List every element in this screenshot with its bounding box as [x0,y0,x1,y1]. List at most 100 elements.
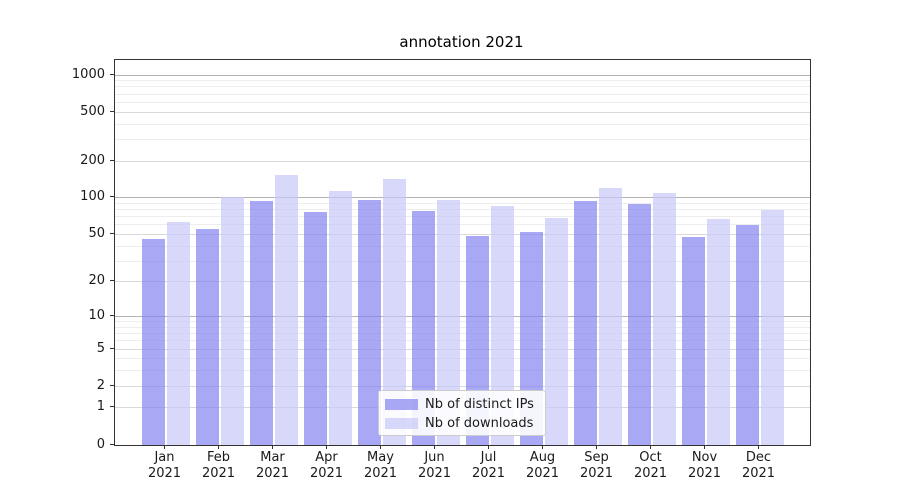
y-tick-label-50: 50 [88,225,105,241]
gridline-2 [115,385,810,387]
bar-ips-sep [573,200,597,445]
y-tick-label-100: 100 [80,189,105,205]
bar-downloads-jul [490,205,514,445]
x-tick-label-jun: Jun 2021 [417,450,452,481]
bar-ips-apr [303,212,327,445]
x-tick-label-aug: Aug 2021 [525,450,560,481]
legend-swatch-downloads-icon [385,418,418,429]
x-tick-mark-dec [758,445,759,449]
bar-ips-dec [735,224,759,445]
y-tick-label-0: 0 [96,436,105,452]
y-tick-label-5: 5 [96,340,105,356]
bar-downloads-nov [706,219,730,445]
x-tick-mark-jul [488,445,489,449]
gridline-minor-900 [115,80,810,82]
gridline-minor-80 [115,209,810,211]
y-tick-label-10: 10 [88,308,105,324]
x-tick-mark-nov [704,445,705,449]
bar-downloads-oct [652,192,676,445]
x-tick-mark-mar [272,445,273,449]
bar-downloads-jan [166,222,190,445]
gridline-major-100 [115,197,810,199]
x-tick-label-may: May 2021 [363,450,398,481]
y-tick-mark-0 [110,443,114,445]
bar-ips-oct [627,203,651,445]
x-tick-mark-may [380,445,381,449]
gridline-minor-300 [115,138,810,140]
bar-ips-nov [681,236,705,445]
y-tick-label-20: 20 [88,273,105,289]
gridline-minor-30 [115,260,810,262]
y-tick-label-1: 1 [96,399,105,415]
y-tick-mark-5 [110,347,114,349]
x-tick-mark-feb [218,445,219,449]
bar-downloads-apr [328,191,352,445]
gridline-minor-90 [115,202,810,204]
x-tick-mark-jun [434,445,435,449]
y-tick-mark-20 [110,280,114,282]
y-tick-mark-500 [110,110,114,112]
gridline-5 [115,348,810,350]
y-tick-mark-10 [110,315,114,317]
gridline-minor-6 [115,340,810,342]
gridline-minor-7 [115,333,810,335]
gridline-minor-9 [115,321,810,323]
gridline-major-1000 [115,74,810,76]
x-tick-mark-jan [164,445,165,449]
bar-downloads-dec [760,209,784,445]
y-tick-mark-100 [110,196,114,198]
gridline-minor-3 [115,370,810,372]
gridline-minor-600 [115,101,810,103]
x-tick-label-feb: Feb 2021 [201,450,236,481]
bar-ips-jan [141,238,165,445]
legend: Nb of distinct IPs Nb of downloads [378,390,546,436]
x-tick-mark-aug [542,445,543,449]
gridline-20 [115,281,810,283]
gridline-minor-60 [115,224,810,226]
bar-ips-jun [411,211,435,445]
x-tick-label-oct: Oct 2021 [633,450,668,481]
gridline-minor-4 [115,358,810,360]
y-tick-mark-1 [110,406,114,408]
bar-downloads-jun [436,200,460,445]
x-tick-mark-sep [596,445,597,449]
gridline-minor-8 [115,326,810,328]
legend-row-downloads: Nb of downloads [385,414,545,433]
gridline-minor-40 [115,245,810,247]
x-tick-mark-oct [650,445,651,449]
x-tick-label-dec: Dec 2021 [741,450,776,481]
bar-downloads-aug [544,218,568,445]
x-tick-label-mar: Mar 2021 [255,450,290,481]
gridline-minor-800 [115,86,810,88]
x-tick-label-sep: Sep 2021 [579,450,614,481]
bar-downloads-mar [274,175,298,445]
bar-downloads-sep [598,188,622,445]
x-tick-label-jan: Jan 2021 [147,450,182,481]
y-tick-mark-50 [110,232,114,234]
y-tick-label-500: 500 [80,103,105,119]
legend-label-ips: Nb of distinct IPs [425,397,534,412]
gridline-200 [115,160,810,162]
x-tick-mark-apr [326,445,327,449]
x-tick-label-nov: Nov 2021 [687,450,722,481]
x-tick-label-apr: Apr 2021 [309,450,344,481]
chart-title: annotation 2021 [399,33,524,51]
bar-downloads-may [382,179,406,445]
gridline-minor-400 [115,123,810,125]
gridline-major-10 [115,316,810,318]
y-tick-mark-2 [110,384,114,386]
y-tick-label-2: 2 [96,377,105,393]
gridline-50 [115,233,810,235]
y-tick-label-1000: 1000 [71,66,105,82]
gridline-minor-70 [115,216,810,218]
bar-ips-mar [249,200,273,445]
bar-ips-may [357,199,381,445]
bar-downloads-feb [220,197,244,445]
y-tick-label-200: 200 [80,152,105,168]
legend-swatch-ips-icon [385,399,418,410]
legend-label-downloads: Nb of downloads [425,416,534,431]
y-tick-mark-1000 [110,73,114,75]
x-tick-label-jul: Jul 2021 [471,450,506,481]
plot-area [114,59,811,446]
